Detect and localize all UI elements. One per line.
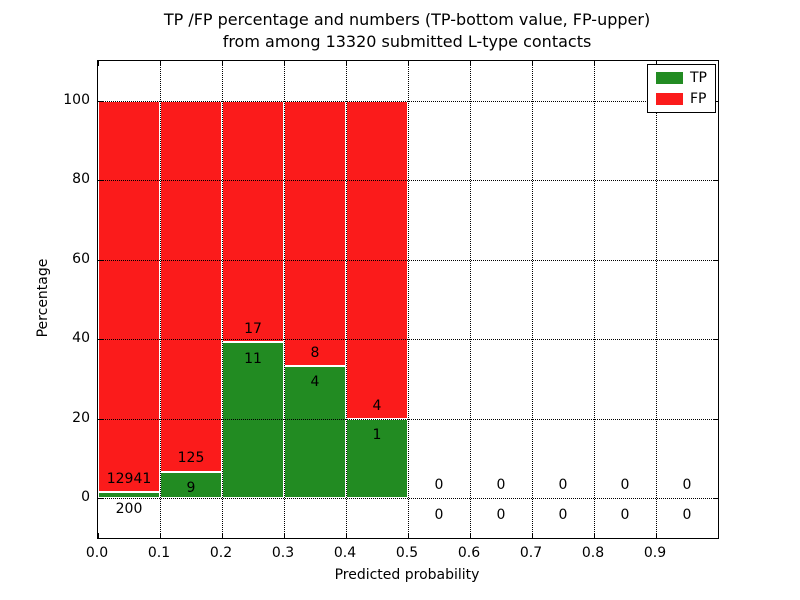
x-tick-label: 0.2 <box>209 545 233 561</box>
y-tick-mark <box>713 180 718 182</box>
y-tick-mark <box>98 339 103 341</box>
x-tick-label: 0.7 <box>519 545 543 561</box>
x-tick-mark <box>470 61 471 66</box>
tp-bar <box>98 492 160 499</box>
v-gridline <box>346 61 347 538</box>
chart-title-line2: from among 13320 submitted L-type contac… <box>222 32 592 51</box>
x-tick-mark <box>346 533 347 538</box>
x-tick-label: 0.0 <box>85 545 109 561</box>
fp-count-label: 0 <box>434 477 444 494</box>
fp-bar <box>98 100 160 493</box>
v-gridline <box>222 61 223 538</box>
plot-area: 12941 200 125 9 17 11 8 4 4 1 0 0 0 0 0 0 0 0 0 0 <box>97 60 719 539</box>
legend-item-tp: TP <box>656 71 707 85</box>
tp-count-label: 0 <box>558 506 568 523</box>
x-tick-mark <box>532 533 533 538</box>
y-axis-label: Percentage <box>35 258 51 338</box>
x-tick-mark <box>98 533 99 538</box>
x-tick-label: 0.4 <box>333 545 357 561</box>
y-tick-label: 80 <box>72 171 90 188</box>
y-tick-mark <box>98 180 103 182</box>
y-tick-mark <box>98 498 103 500</box>
v-gridline <box>594 61 595 538</box>
x-tick-mark <box>98 61 99 66</box>
v-gridline <box>284 61 285 538</box>
fp-count-label: 12941 <box>106 471 152 488</box>
x-tick-mark <box>656 61 657 66</box>
x-tick-mark <box>160 61 161 66</box>
y-tick-label: 0 <box>81 489 90 506</box>
y-tick-mark <box>98 418 103 420</box>
y-tick-label: 40 <box>72 330 90 347</box>
x-tick-mark <box>222 61 223 66</box>
y-tick-label: 60 <box>72 250 90 267</box>
v-gridline <box>656 61 657 538</box>
x-tick-label: 0.6 <box>457 545 481 561</box>
tp-bar <box>346 418 408 499</box>
x-tick-mark <box>408 533 409 538</box>
fp-bar <box>222 100 284 343</box>
fp-count-label: 125 <box>177 450 205 467</box>
tp-count-label: 4 <box>310 374 320 391</box>
y-tick-label: 100 <box>63 91 90 108</box>
fp-count-label: 0 <box>496 477 506 494</box>
chart-title-line1: TP /FP percentage and numbers (TP-bottom… <box>163 10 651 29</box>
y-tick-mark <box>713 498 718 500</box>
fp-count-label: 0 <box>620 477 630 494</box>
fp-count-label: 0 <box>682 477 692 494</box>
fp-bar <box>160 100 222 472</box>
v-gridline <box>408 61 409 538</box>
v-gridline <box>160 61 161 538</box>
tp-bar <box>284 365 346 499</box>
chart-title: TP /FP percentage and numbers (TP-bottom… <box>97 9 717 53</box>
tp-bar <box>160 471 222 499</box>
tp-count-label: 0 <box>434 506 444 523</box>
x-tick-mark <box>594 61 595 66</box>
fp-count-label: 0 <box>558 477 568 494</box>
legend-item-fp: FP <box>656 92 707 106</box>
tp-count-label: 0 <box>620 506 630 523</box>
x-tick-mark <box>284 533 285 538</box>
tp-color-swatch <box>656 72 683 84</box>
fp-count-label: 4 <box>372 397 382 414</box>
v-gridline <box>532 61 533 538</box>
x-tick-label: 0.8 <box>581 545 605 561</box>
tp-count-label: 200 <box>115 500 143 517</box>
x-tick-label: 0.5 <box>395 545 419 561</box>
y-tick-mark <box>713 339 718 341</box>
tp-count-label: 0 <box>496 506 506 523</box>
x-tick-mark <box>222 533 223 538</box>
y-tick-label: 20 <box>72 409 90 426</box>
y-tick-mark <box>98 259 103 261</box>
fp-bar <box>284 100 346 366</box>
tp-count-label: 9 <box>186 480 196 497</box>
x-axis-label: Predicted probability <box>334 567 480 583</box>
fp-color-swatch <box>656 93 683 105</box>
x-tick-label: 0.9 <box>643 545 667 561</box>
legend: TP FP <box>647 64 716 113</box>
v-gridline <box>470 61 471 538</box>
x-tick-mark <box>160 533 161 538</box>
tp-count-label: 11 <box>244 350 262 367</box>
x-tick-mark <box>594 533 595 538</box>
y-tick-mark <box>713 259 718 261</box>
x-tick-mark <box>346 61 347 66</box>
fp-count-label: 17 <box>244 320 262 337</box>
fp-count-label: 8 <box>310 344 320 361</box>
x-tick-mark <box>532 61 533 66</box>
x-tick-mark <box>656 533 657 538</box>
x-tick-label: 0.1 <box>147 545 171 561</box>
x-tick-label: 0.3 <box>271 545 295 561</box>
y-tick-mark <box>98 100 103 102</box>
x-tick-mark <box>408 61 409 66</box>
legend-label-tp: TP <box>690 70 707 86</box>
x-tick-mark <box>284 61 285 66</box>
x-tick-mark <box>470 533 471 538</box>
y-tick-mark <box>713 418 718 420</box>
tp-count-label: 1 <box>372 427 382 444</box>
tp-count-label: 0 <box>682 506 692 523</box>
legend-label-fp: FP <box>690 91 707 107</box>
